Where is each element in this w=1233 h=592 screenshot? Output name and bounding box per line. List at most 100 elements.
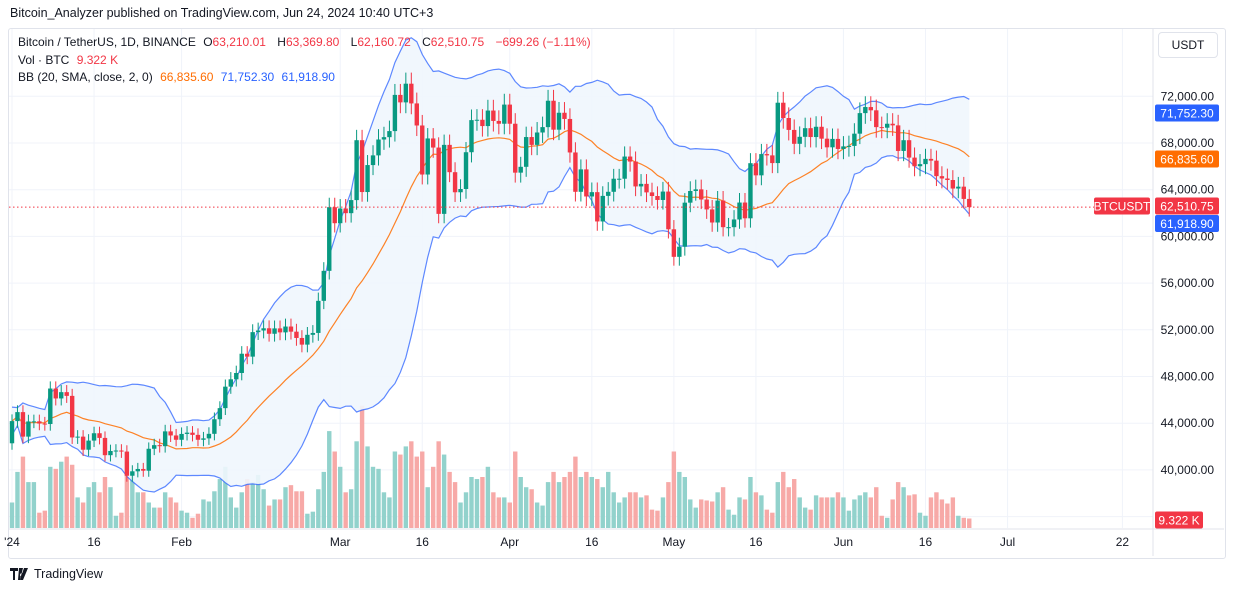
volume-bar: [742, 499, 748, 528]
volume-bar: [485, 466, 491, 528]
volume-bar: [595, 479, 600, 528]
candle-body: [381, 137, 387, 140]
candle-body: [48, 388, 53, 425]
candle-body: [425, 138, 430, 175]
volume-bar: [830, 497, 835, 528]
candle-body: [513, 123, 518, 173]
volume-bar: [69, 464, 75, 528]
volume-bar: [885, 517, 890, 528]
volume-bar: [108, 487, 113, 528]
volume-bar: [255, 474, 261, 528]
candle-body: [578, 169, 584, 192]
candle-body: [699, 189, 704, 200]
tradingview-logo[interactable]: TradingView: [10, 567, 103, 581]
candle-body: [15, 412, 20, 422]
candle-body: [108, 450, 113, 456]
candle-body: [726, 227, 731, 229]
candle-body: [660, 191, 666, 200]
candle-body: [890, 123, 895, 126]
candle-body: [928, 158, 934, 161]
candle-body: [31, 421, 37, 423]
volume-bar: [381, 492, 387, 528]
candle-body: [633, 161, 638, 187]
currency-button[interactable]: USDT: [1158, 32, 1218, 58]
volume-label[interactable]: Vol · BTC: [18, 53, 70, 67]
candle-body: [414, 103, 419, 126]
volume-bar: [420, 451, 425, 528]
candle-body: [261, 328, 266, 331]
candle-body: [677, 246, 682, 257]
candle-body: [830, 138, 835, 148]
volume-bar: [666, 482, 671, 528]
candle-body: [584, 169, 589, 197]
candle-body: [245, 353, 250, 357]
volume-bar: [923, 515, 928, 528]
candle-body: [611, 178, 616, 192]
candle-body: [310, 332, 316, 335]
candle-body: [321, 270, 326, 301]
volume-bar: [338, 466, 343, 528]
volume-bar: [184, 512, 190, 528]
change-value: −699.26 (−1.11%): [495, 35, 591, 49]
bb-label[interactable]: BB (20, SMA, close, 2, 0): [18, 70, 153, 84]
price-tick-label: 56,000.00: [1161, 276, 1215, 290]
volume-bar: [354, 441, 359, 528]
candle-body: [316, 300, 321, 333]
candle-body: [824, 138, 830, 148]
candle-body: [135, 468, 141, 472]
volume-bar: [649, 509, 655, 528]
volume-bar: [343, 492, 348, 528]
candle-body: [234, 372, 239, 380]
volume-bar: [720, 487, 726, 528]
volume-bar: [31, 482, 37, 528]
volume-bar: [895, 482, 901, 528]
candle-body: [212, 419, 217, 434]
volume-bar: [250, 482, 255, 528]
candle-body: [731, 219, 737, 228]
price-tick-label: 44,000.00: [1161, 416, 1215, 430]
candle-body: [797, 136, 802, 144]
candle-body: [770, 155, 775, 164]
volume-bar: [529, 489, 534, 528]
symbol-title[interactable]: Bitcoin / TetherUS, 1D, BINANCE: [18, 35, 196, 49]
candle-body: [682, 202, 688, 247]
candle-body: [852, 133, 857, 146]
volume-bar: [261, 489, 266, 528]
candle-body: [556, 112, 562, 130]
candle-body: [551, 100, 556, 130]
symbol-tag: BTCUSDT: [1094, 200, 1151, 214]
bb-upper-tag-bg: [1155, 104, 1219, 122]
volume-bar: [86, 487, 91, 528]
candle-body: [819, 126, 824, 139]
volume-bar: [119, 512, 124, 528]
high-value: 63,369.80: [285, 35, 340, 49]
time-tick-label: 16: [87, 535, 101, 549]
volume-bar: [173, 502, 179, 528]
volume-bar: [102, 477, 108, 528]
volume-bar: [737, 497, 742, 528]
symbol-legend: Bitcoin / TetherUS, 1D, BINANCE O63,210.…: [18, 35, 595, 49]
volume-bar: [359, 405, 365, 528]
chart-panel[interactable]: [8, 28, 1226, 559]
volume-bar: [277, 499, 283, 528]
candle-body: [294, 331, 299, 338]
candle-body: [688, 190, 693, 203]
volume-bar: [452, 482, 458, 528]
volume-bar: [753, 492, 759, 528]
open-label: O: [203, 35, 213, 49]
volume-bar: [179, 510, 184, 528]
candle-body: [9, 421, 15, 444]
volume-bar: [141, 492, 146, 528]
candle-body: [863, 107, 868, 114]
volume-bar: [912, 494, 917, 528]
candle-body: [709, 209, 715, 223]
bb-upper-line: [11, 37, 970, 424]
bb-upper-value: 71,752.30: [220, 70, 275, 84]
candle-body: [606, 191, 611, 196]
candle-body: [835, 138, 841, 149]
volume-bar: [906, 495, 912, 528]
candle-body: [141, 468, 146, 471]
volume-bar: [824, 497, 830, 528]
volume-bar: [578, 477, 584, 528]
